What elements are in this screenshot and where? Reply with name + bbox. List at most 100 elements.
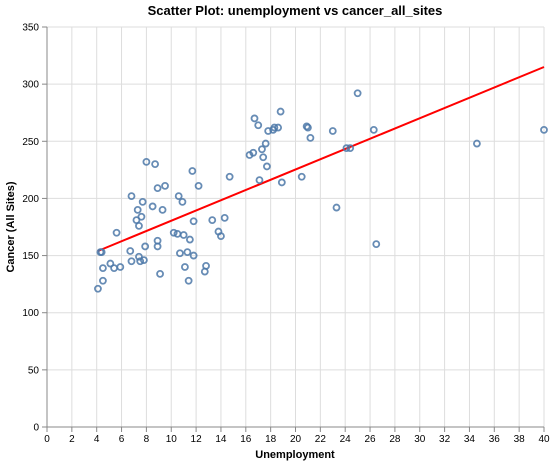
x-tick-label: 16	[240, 434, 252, 445]
chart-title: Scatter Plot: unemployment vs cancer_all…	[148, 3, 443, 18]
data-point	[473, 139, 481, 148]
data-point	[110, 264, 118, 273]
data-point	[261, 139, 270, 148]
points-layer	[94, 89, 548, 293]
data-point	[277, 178, 286, 187]
data-point	[306, 133, 315, 142]
data-point	[183, 248, 192, 257]
data-point	[174, 192, 183, 201]
x-tick-label: 8	[144, 434, 150, 445]
data-point	[304, 123, 312, 132]
data-point	[135, 252, 143, 261]
data-point	[346, 144, 355, 153]
data-point	[297, 172, 306, 181]
data-point	[161, 181, 169, 190]
data-point	[148, 202, 157, 211]
data-point	[194, 181, 203, 190]
data-point	[158, 205, 167, 214]
data-point	[137, 212, 146, 221]
y-tick-label: 350	[22, 23, 39, 34]
data-point	[328, 127, 337, 135]
x-tick-label: 6	[119, 434, 125, 445]
data-point	[353, 89, 362, 98]
data-point	[225, 172, 234, 181]
data-point	[254, 121, 263, 130]
data-point	[208, 216, 217, 225]
data-point	[332, 203, 341, 212]
data-point	[249, 148, 258, 157]
data-point	[342, 144, 351, 153]
data-point	[188, 167, 197, 175]
x-tick-label: 30	[414, 434, 426, 445]
data-point	[255, 176, 264, 185]
x-tick-label: 0	[44, 434, 50, 445]
x-tick-label: 4	[94, 434, 100, 445]
x-tick-label: 40	[538, 434, 550, 445]
data-point	[140, 256, 148, 265]
data-point	[217, 232, 225, 241]
data-point	[540, 125, 548, 134]
data-point	[153, 184, 162, 193]
x-axis-label: Unemployment	[255, 449, 335, 461]
data-point	[250, 114, 259, 123]
y-tick-label: 0	[33, 423, 39, 434]
data-point	[141, 242, 150, 251]
x-tick-label: 34	[464, 434, 476, 445]
x-tick-label: 38	[514, 434, 526, 445]
x-tick-label: 32	[439, 434, 451, 445]
data-point	[276, 107, 285, 116]
x-tick-label: 28	[389, 434, 401, 445]
data-point	[126, 247, 135, 255]
data-point	[178, 197, 187, 206]
y-tick-label: 300	[22, 80, 39, 91]
data-point	[176, 249, 184, 258]
trend-line	[97, 66, 545, 252]
x-tick-label: 26	[364, 434, 376, 445]
trend-layer	[97, 66, 545, 252]
x-tick-label: 12	[191, 434, 203, 445]
y-axis-label: Cancer (All Sites)	[5, 181, 17, 272]
x-tick-label: 10	[166, 434, 178, 445]
axes-layer: 0 2 4 6 8 10 12 14 16 18 20 22 24 26 28 30 32 34 36 38 40050…	[22, 23, 550, 446]
data-point	[156, 269, 164, 278]
data-point	[259, 153, 268, 162]
y-tick-label: 200	[22, 194, 39, 205]
data-point	[142, 157, 151, 166]
data-point	[202, 261, 210, 270]
data-point	[127, 257, 136, 266]
data-point	[97, 248, 106, 257]
data-point	[270, 123, 279, 132]
data-point	[258, 145, 266, 154]
data-point	[274, 123, 283, 132]
y-tick-label: 50	[28, 365, 40, 376]
data-point	[127, 192, 136, 201]
data-point	[151, 160, 159, 169]
data-point	[106, 259, 115, 268]
y-tick-label: 150	[22, 251, 39, 262]
x-tick-label: 20	[290, 434, 302, 445]
data-point	[133, 205, 142, 214]
data-point	[112, 228, 121, 237]
grid-layer	[46, 26, 545, 428]
data-point	[369, 125, 378, 134]
data-point	[94, 284, 102, 293]
x-tick-label: 18	[265, 434, 277, 445]
data-point	[189, 217, 198, 226]
data-point	[179, 231, 188, 239]
x-tick-label: 14	[215, 434, 227, 445]
data-point	[189, 251, 198, 260]
data-point	[135, 221, 143, 230]
data-point	[220, 213, 229, 222]
y-tick-label: 250	[22, 137, 39, 148]
y-tick-label: 100	[22, 308, 39, 319]
data-point	[185, 235, 194, 244]
data-point	[181, 263, 189, 271]
data-point	[372, 240, 381, 249]
data-point	[138, 197, 147, 206]
x-tick-label: 2	[69, 434, 75, 445]
data-point	[99, 276, 107, 285]
x-tick-label: 24	[340, 434, 352, 445]
x-tick-label: 36	[489, 434, 501, 445]
data-point	[184, 276, 193, 285]
